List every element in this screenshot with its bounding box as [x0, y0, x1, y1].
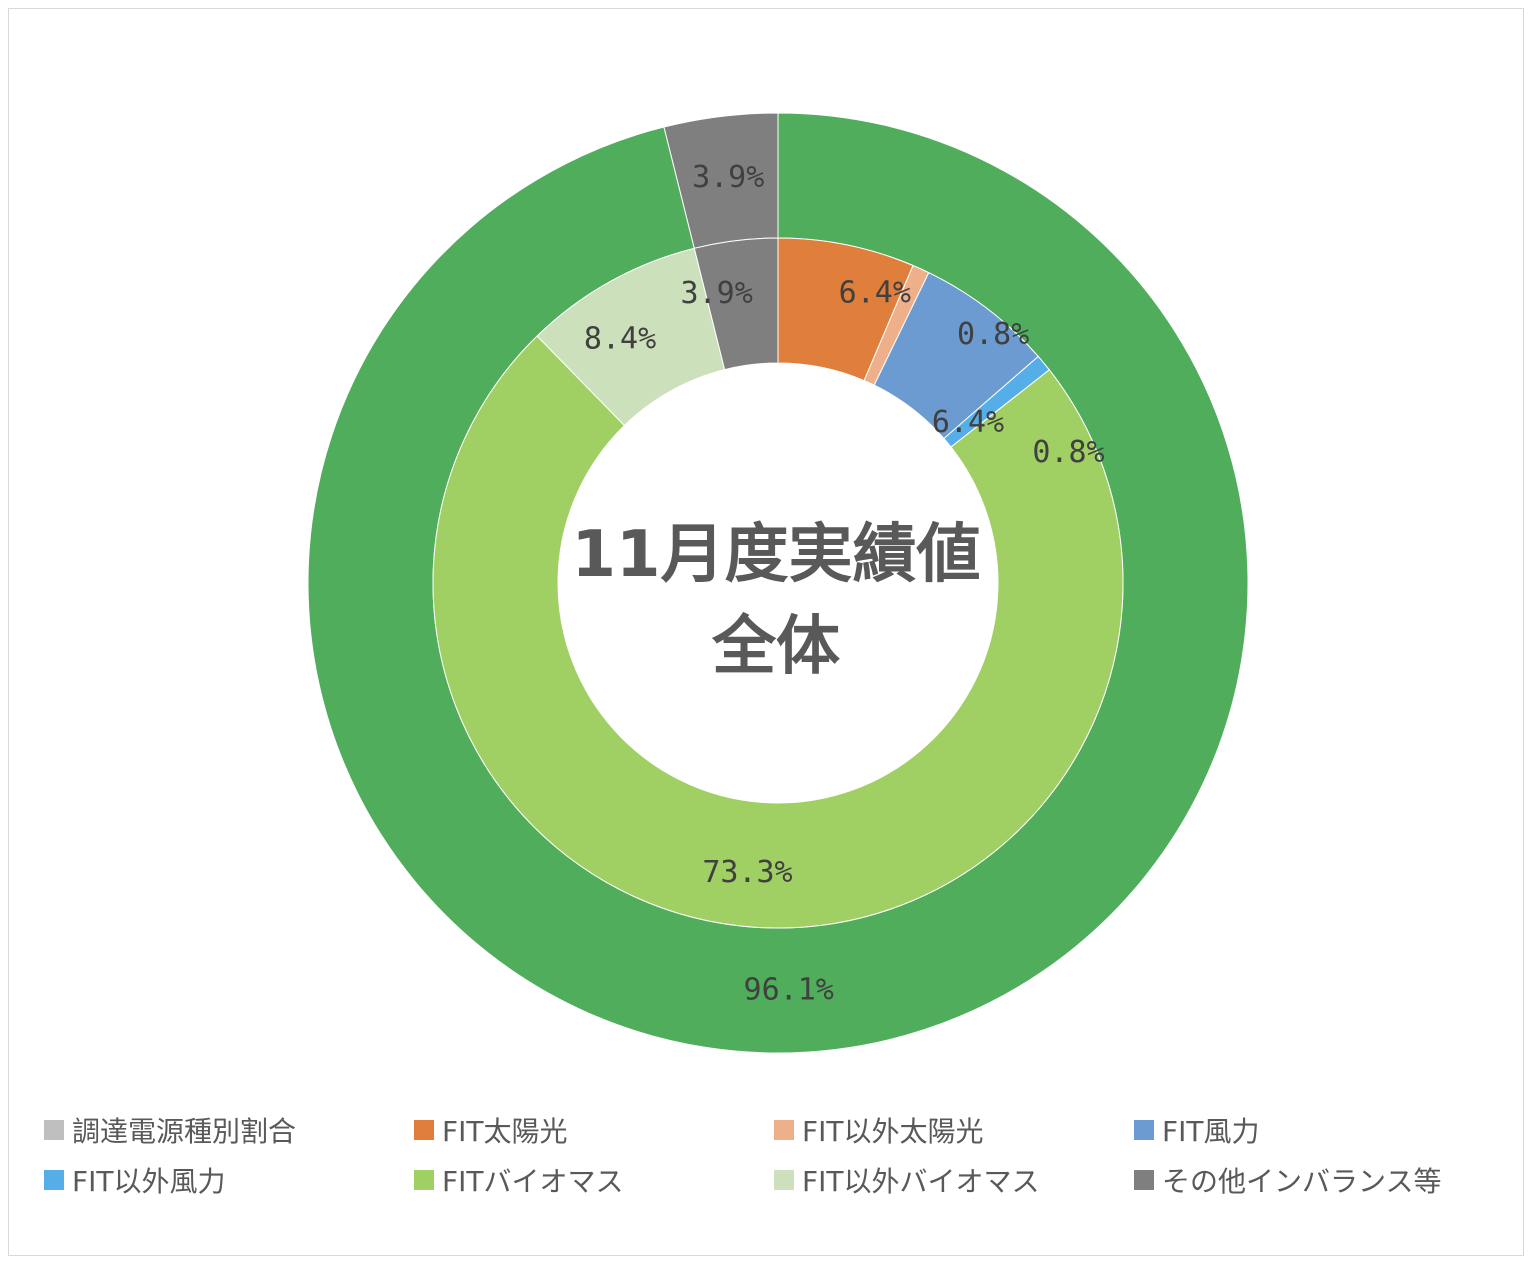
inner-slice-6: [693, 237, 779, 371]
legend-swatch: [414, 1120, 434, 1140]
legend-item: FIT風力: [1134, 1110, 1259, 1150]
legend-item: その他インバランス等: [1134, 1160, 1441, 1200]
legend-item: FITバイオマス: [414, 1160, 623, 1200]
legend-swatch: [1134, 1120, 1154, 1140]
inner-ring: [432, 237, 1124, 929]
legend-item: FIT以外バイオマス: [774, 1160, 1039, 1200]
outer-label-1: 3.9%: [692, 160, 764, 195]
legend-label: FITバイオマス: [442, 1165, 624, 1198]
legend-label: FIT以外バイオマス: [802, 1165, 1040, 1198]
inner-label-0: 6.4%: [839, 275, 911, 310]
legend-item: FIT以外風力: [44, 1160, 225, 1200]
legend-item: FIT以外太陽光: [774, 1110, 983, 1150]
legend-swatch: [1134, 1170, 1154, 1190]
legend-label: FIT以外風力: [72, 1165, 226, 1198]
legend-swatch: [44, 1170, 64, 1190]
legend-label: その他インバランス等: [1162, 1165, 1442, 1198]
inner-label-2: 6.4%: [932, 405, 1004, 440]
legend: 調達電源種別割合 FIT太陽光 FIT以外太陽光 FIT風力 FIT以外風力 FITバイオ…: [44, 1110, 1504, 1220]
center-title-line-1: 11月度実績値: [571, 518, 980, 592]
legend-label: FIT以外太陽光: [802, 1115, 984, 1148]
legend-swatch: [774, 1120, 794, 1140]
inner-label-4: 73.3%: [702, 855, 792, 890]
legend-item: 調達電源種別割合: [44, 1110, 296, 1150]
inner-label-6: 3.9%: [681, 276, 753, 311]
legend-label: 調達電源種別割合: [72, 1115, 297, 1148]
inner-slice-4: [432, 335, 1124, 929]
center-title-line-2: 全体: [711, 610, 840, 684]
legend-label: FIT太陽光: [442, 1115, 568, 1148]
inner-label-5: 8.4%: [584, 321, 656, 356]
legend-label: FIT風力: [1162, 1115, 1260, 1148]
data-labels: 96.1% 3.9% 6.4% 0.8% 6.4% 0.8% 73.3% 8.4% 3.9%: [584, 160, 1105, 1007]
inner-label-1: 0.8%: [957, 317, 1029, 352]
legend-swatch: [414, 1170, 434, 1190]
inner-label-3: 0.8%: [1032, 435, 1104, 470]
outer-label-0: 96.1%: [744, 972, 834, 1007]
legend-swatch: [774, 1170, 794, 1190]
legend-swatch: [44, 1120, 64, 1140]
legend-item: FIT太陽光: [414, 1110, 567, 1150]
